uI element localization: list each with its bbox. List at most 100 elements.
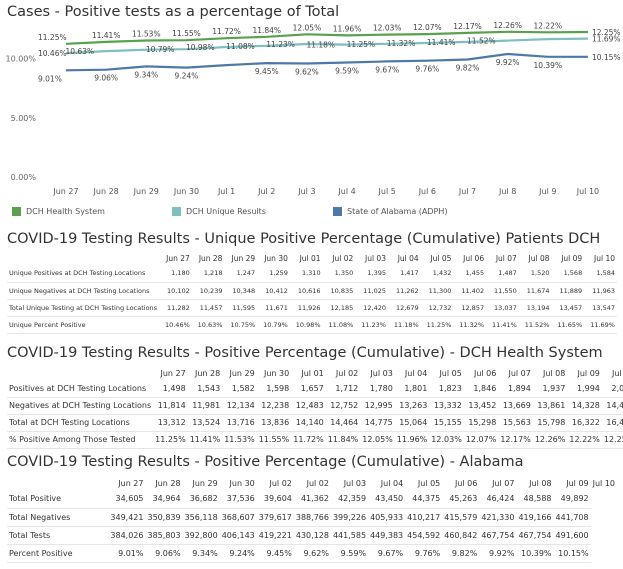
table-cell: 13,861 bbox=[532, 397, 568, 415]
table-cell: 14,775 bbox=[360, 414, 395, 432]
column-header: Jun 30 bbox=[264, 368, 290, 378]
legend-item-state-of-alabama[interactable]: State of Alabama (ADPH) bbox=[333, 207, 448, 216]
table-cell: 12.17% bbox=[498, 431, 533, 449]
table-cell: 9.92% bbox=[479, 544, 517, 563]
table-cell: 415,579 bbox=[442, 508, 480, 527]
table-cell: 1,498 bbox=[153, 380, 188, 398]
table-cell: 12.03% bbox=[429, 431, 464, 449]
table-row: Total Tests 384,026 385,803 392,800 406,143 4… bbox=[7, 526, 617, 545]
table-cell: 11,671 bbox=[257, 299, 290, 317]
row-label: Unique Negatives at DCH Testing Location… bbox=[7, 282, 160, 300]
table-cell: 12,995 bbox=[360, 397, 395, 415]
legend-label: DCH Health System bbox=[26, 207, 105, 216]
table-row: % Positive Among Those Tested 11.25% 11.41… bbox=[7, 431, 623, 449]
row-label: Total Negatives bbox=[7, 508, 109, 527]
table-cell: 13,457 bbox=[551, 299, 585, 317]
table-cell: 454,592 bbox=[405, 526, 443, 545]
column-header: Jul 03 bbox=[365, 254, 386, 263]
table-cell: 37,536 bbox=[219, 490, 257, 509]
x-tick-label: Jul 2 bbox=[257, 187, 275, 196]
table-cell: 9.67% bbox=[368, 544, 406, 563]
data-label: 12.05% bbox=[293, 23, 322, 32]
table-cell: 13,037 bbox=[486, 299, 519, 317]
column-header: Jul 06 bbox=[454, 478, 478, 488]
legend-swatch bbox=[12, 207, 21, 216]
table-row: Total Negatives 349,421 350,839 356,118 368,… bbox=[7, 508, 617, 527]
table-cell: 441,708 bbox=[553, 508, 591, 527]
column-header: Jul 05 bbox=[439, 368, 462, 378]
table-cell: 14,428 bbox=[601, 397, 623, 415]
table-cell: 11.08% bbox=[322, 316, 356, 334]
table-cell: 491,600 bbox=[553, 526, 591, 545]
table-cell: 9.76% bbox=[405, 544, 443, 563]
column-header: Jul 08 bbox=[528, 254, 550, 263]
table-cell: 14,464 bbox=[325, 414, 361, 432]
data-label: 12.25% bbox=[592, 28, 621, 37]
column-header: Jun 27 bbox=[160, 368, 186, 378]
table-cell: 12,679 bbox=[387, 299, 421, 317]
x-tick-label: Jul 8 bbox=[498, 187, 516, 196]
data-label: 9.76% bbox=[415, 65, 439, 74]
table-cell: 12,185 bbox=[322, 299, 356, 317]
x-tick-label: Jul 3 bbox=[297, 187, 315, 196]
table-cell: 1,582 bbox=[222, 380, 257, 398]
table-cell: 10.75% bbox=[224, 316, 258, 334]
legend-item-dch-unique-results[interactable]: DCH Unique Results bbox=[172, 207, 266, 216]
table-cell: 467,754 bbox=[479, 526, 517, 545]
table-cell: 12,483 bbox=[291, 397, 326, 415]
table-cell: 11,981 bbox=[187, 397, 223, 415]
table-row: Total Unique Testing at DCH Testing Loca… bbox=[7, 299, 617, 317]
table-cell: 449,383 bbox=[368, 526, 406, 545]
table-cell: 41,362 bbox=[293, 490, 331, 509]
table-cell: 34,605 bbox=[108, 490, 146, 509]
column-header: Jul 01 bbox=[299, 254, 321, 263]
data-label: 12.26% bbox=[493, 21, 522, 30]
table-cell: 11,282 bbox=[159, 299, 192, 317]
data-label: 9.67% bbox=[375, 65, 399, 74]
table-cell: 11,889 bbox=[551, 282, 585, 300]
table-cell: 1,598 bbox=[256, 380, 292, 398]
table1-title: COVID-19 Testing Results - Unique Positi… bbox=[7, 231, 601, 247]
table-cell: 10,239 bbox=[191, 282, 225, 300]
table-cell: 10,348 bbox=[224, 282, 258, 300]
legend-label: DCH Unique Results bbox=[186, 207, 266, 216]
row-label: Unique Percent Positive bbox=[7, 316, 160, 334]
legend-item-dch-health-system[interactable]: DCH Health System bbox=[12, 207, 105, 216]
table-cell: 368,607 bbox=[219, 508, 257, 527]
data-label: 10.39% bbox=[533, 61, 562, 70]
table-cell: 11,674 bbox=[518, 282, 552, 300]
table-cell: 1,310 bbox=[289, 265, 323, 283]
table-cell: 1,218 bbox=[191, 265, 225, 283]
table-row: Percent Positive 9.01% 9.06% 9.34% 9.24% 9.45… bbox=[7, 544, 617, 563]
table-cell: 14,140 bbox=[291, 414, 326, 432]
table-unique-positive-dch: Jun 27 Jun 28 Jun 29 Jun 30 Jul 01 Jul 02 Jul … bbox=[7, 252, 617, 334]
table-cell: 11.52% bbox=[518, 316, 552, 334]
table-cell: 10.46% bbox=[159, 316, 192, 334]
table-cell: 1,823 bbox=[429, 380, 464, 398]
table-cell: 405,933 bbox=[368, 508, 406, 527]
table-cell: 1,180 bbox=[159, 265, 192, 283]
column-header: Jul 05 bbox=[417, 478, 441, 488]
table-row: Unique Positives at DCH Testing Location… bbox=[7, 265, 617, 283]
table-cell: 1,395 bbox=[355, 265, 388, 283]
column-header: Jul 07 bbox=[495, 254, 517, 263]
column-header: Jul 03 bbox=[343, 478, 367, 488]
column-header: Jul 02 bbox=[332, 254, 354, 263]
column-header: Jun 29 bbox=[229, 368, 255, 378]
column-header: Jul 06 bbox=[463, 254, 485, 263]
table-cell: 16,322 bbox=[567, 414, 602, 432]
table-cell: 10.39% bbox=[516, 544, 554, 563]
table-cell: 49,892 bbox=[553, 490, 591, 509]
table-cell: 1,455 bbox=[453, 265, 487, 283]
table-body: Jun 27 Jun 28 Jun 29 Jun 30 Jul 01 Jul 02 Jul … bbox=[7, 366, 623, 449]
data-label: 9.45% bbox=[255, 67, 279, 76]
chart-legend: DCH Health System DCH Unique Results Sta… bbox=[0, 207, 623, 221]
x-tick-label: Jul 10 bbox=[576, 187, 599, 196]
y-tick-label: 10.00% bbox=[5, 55, 36, 64]
table-body: Jun 27 Jun 28 Jun 29 Jun 30 Jul 01 Jul 02 Jul … bbox=[7, 252, 617, 334]
table-cell: 45,263 bbox=[442, 490, 480, 509]
x-tick-label: Jul 9 bbox=[538, 187, 556, 196]
table-cell: 13,669 bbox=[498, 397, 533, 415]
table-cell: 39,604 bbox=[256, 490, 294, 509]
data-label: 11.41% bbox=[92, 31, 121, 40]
